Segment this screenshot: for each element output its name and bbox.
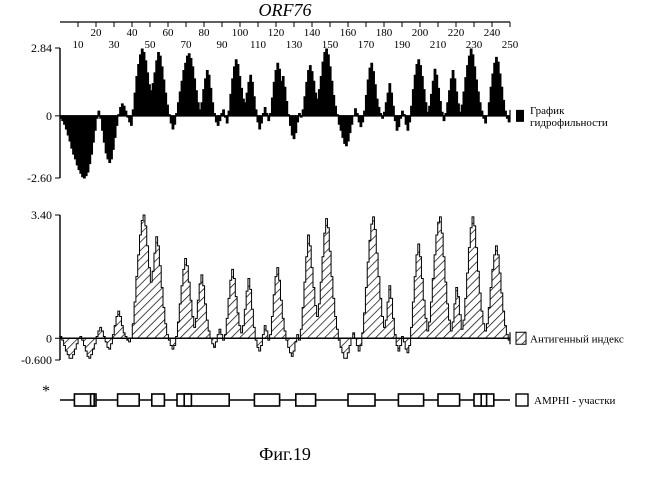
x-tick-bot: 210: [430, 39, 447, 51]
x-tick-bot: 110: [250, 39, 267, 51]
x-tick-top: 100: [232, 27, 249, 39]
hydrophilicity-chart-ylabel: -2.60: [27, 171, 52, 185]
antigenic-index-chart: 3.40 0 -0.600: [21, 208, 510, 367]
amphi-legend-swatch: [516, 394, 528, 406]
x-tick-top: 60: [163, 27, 175, 39]
hydro-legend-text: График: [530, 105, 565, 117]
x-tick-bot: 70: [181, 39, 193, 51]
x-tick-top: 200: [412, 27, 429, 39]
x-tick-bot: 250: [502, 39, 519, 51]
x-tick-top: 40: [127, 27, 139, 39]
x-tick-top: 140: [304, 27, 321, 39]
amphi-segment: [118, 394, 140, 406]
amphi-segment: [296, 394, 316, 406]
antigenic-index-chart-ylabel: 0: [46, 331, 52, 345]
x-tick-bot: 90: [217, 39, 229, 51]
amphi-segment: [152, 394, 165, 406]
x-tick-bot: 150: [322, 39, 339, 51]
x-tick-top: 240: [484, 27, 501, 39]
chart-title: ORF76: [259, 0, 312, 20]
x-tick-bot: 50: [145, 39, 157, 51]
antigen-legend-text: Антигенный индекс: [530, 333, 624, 345]
amphi-star: *: [42, 383, 50, 400]
amphi-legend-text: AMPHI - участки: [534, 395, 616, 407]
amphi-segment: [91, 394, 95, 406]
x-tick-bot: 130: [286, 39, 303, 51]
hydro-legend-swatch: [516, 110, 524, 122]
x-tick-top: 220: [448, 27, 465, 39]
amphi-track: *: [42, 383, 510, 406]
antigenic-index-chart-ylabel: -0.600: [21, 353, 52, 367]
x-tick-bot: 190: [394, 39, 411, 51]
x-tick-bot: 10: [73, 39, 85, 51]
x-tick-top: 160: [340, 27, 357, 39]
hydro-legend-text: гидрофильности: [530, 117, 608, 129]
antigenic-index-chart-ylabel: 3.40: [31, 208, 52, 222]
amphi-segment: [184, 394, 191, 406]
amphi-segment: [254, 394, 279, 406]
x-tick-bot: 30: [109, 39, 121, 51]
x-tick-bot: 170: [358, 39, 375, 51]
x-tick-top: 120: [268, 27, 285, 39]
antigen-legend-swatch: [516, 332, 526, 344]
x-tick-top: 80: [199, 27, 211, 39]
amphi-segment: [398, 394, 423, 406]
hydrophilicity-chart-ylabel: 0: [46, 109, 52, 123]
hydrophilicity-chart-ylabel: 2.84: [31, 41, 52, 55]
figure-caption: Фиг.19: [259, 444, 311, 464]
x-tick-top: 180: [376, 27, 393, 39]
amphi-segment: [481, 394, 486, 406]
hydrophilicity-chart: 2.84 0 -2.60: [27, 41, 510, 185]
x-tick-top: 20: [91, 27, 103, 39]
amphi-segment: [438, 394, 460, 406]
x-tick-bot: 230: [466, 39, 483, 51]
amphi-segment: [348, 394, 375, 406]
